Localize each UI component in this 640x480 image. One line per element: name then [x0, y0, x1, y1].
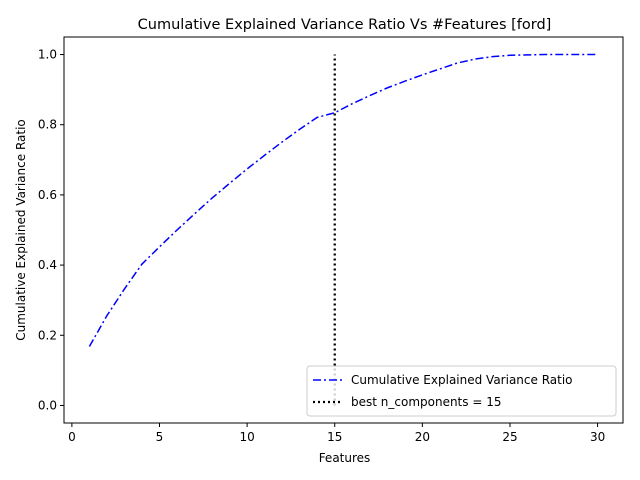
y-axis-label: Cumulative Explained Variance Ratio [14, 119, 28, 341]
legend-label-0: Cumulative Explained Variance Ratio [351, 373, 573, 387]
x-tick-label: 20 [415, 430, 430, 444]
x-tick-label: 25 [502, 430, 517, 444]
legend-box [306, 365, 617, 417]
y-tick-label: 1.0 [38, 48, 57, 62]
x-tick-label: 0 [68, 430, 76, 444]
axes-frame [63, 36, 624, 424]
y-tick-label: 0.0 [38, 398, 57, 412]
series-line-0 [88, 53, 598, 347]
x-tick-label: 15 [327, 430, 342, 444]
x-tick-label: 5 [156, 430, 164, 444]
y-tick-label: 0.6 [38, 188, 57, 202]
y-tick-label: 0.8 [38, 118, 57, 132]
legend: Cumulative Explained Variance Ratio best … [306, 365, 617, 417]
chart-title: Cumulative Explained Variance Ratio Vs #… [138, 17, 552, 33]
x-tick-label: 10 [239, 430, 254, 444]
y-tick-label: 0.2 [38, 328, 57, 342]
x-axis-label: Features [319, 451, 371, 465]
legend-label-1: best n_components = 15 [351, 395, 501, 409]
y-tick-label: 0.4 [38, 258, 57, 272]
x-tick-label: 30 [590, 430, 605, 444]
plot-area: 0 5 10 15 20 25 30 0.0 0.2 0.4 0.6 0.8 1.0 [38, 36, 624, 444]
